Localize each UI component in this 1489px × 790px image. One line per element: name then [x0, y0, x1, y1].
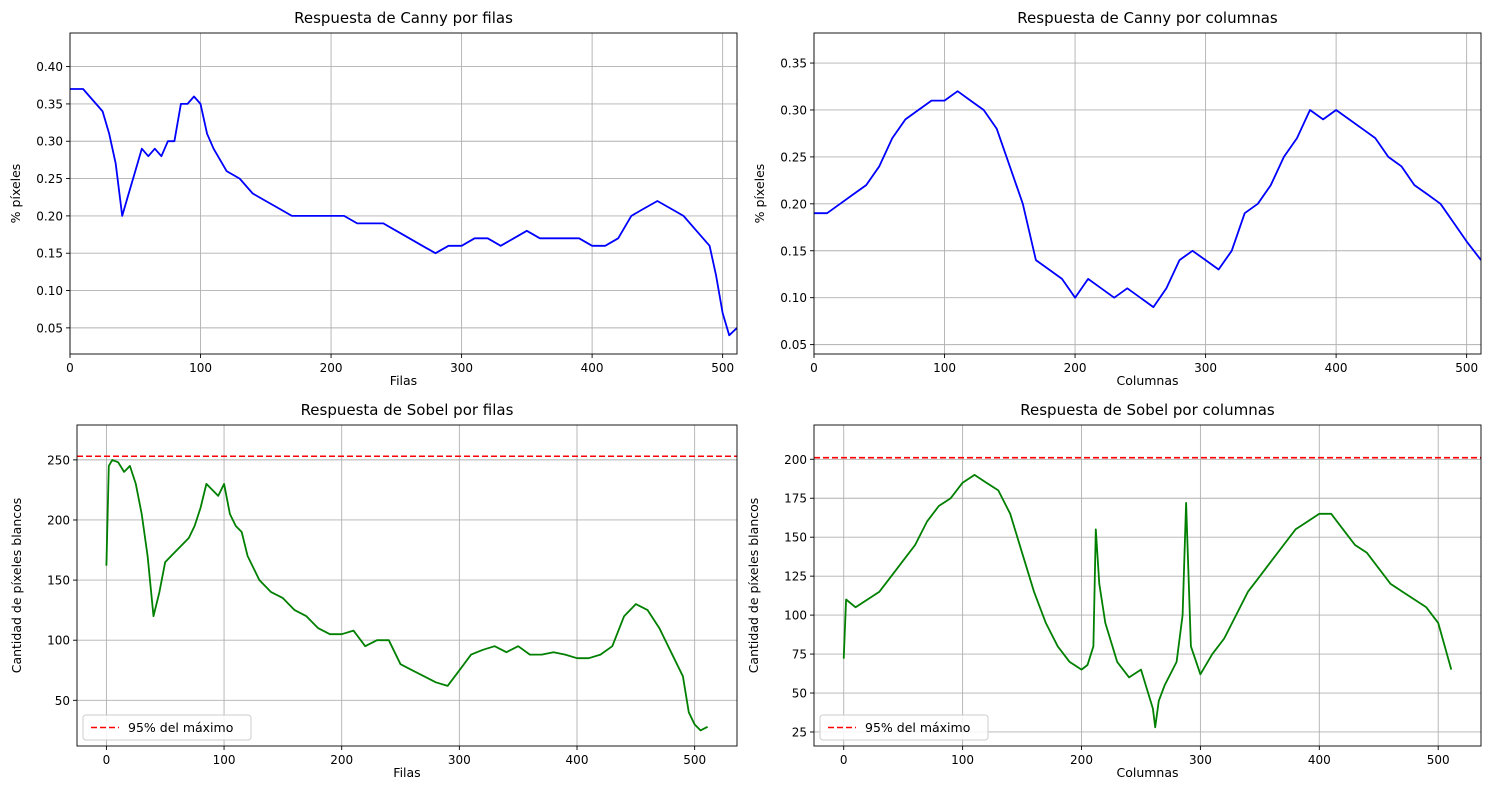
chart-panel-2: 0 100 200 300 400 500 50 100 150 200 250 Respuesta … [9, 401, 738, 780]
y-tick-label: 0.20 [780, 197, 807, 211]
y-tick-label: 125 [784, 570, 807, 584]
y-tick-label: 0.40 [36, 60, 63, 74]
chart-title: Respuesta de Canny por columnas [1017, 9, 1278, 27]
x-tick-label: 500 [1427, 753, 1450, 767]
y-tick-label: 200 [784, 453, 807, 467]
chart-title: Respuesta de Sobel por columnas [1020, 401, 1275, 419]
plot-frame [69, 32, 738, 355]
x-tick-label: 0 [66, 361, 74, 375]
x-tick-label: 300 [450, 361, 473, 375]
y-axis-label: % píxeles [8, 164, 23, 224]
y-axis-label: Cantidad de píxeles blancos [9, 498, 24, 674]
y-tick-label: 50 [792, 687, 807, 701]
x-tick-label: 400 [1325, 361, 1348, 375]
x-tick-label: 0 [103, 753, 111, 767]
series-line-0 [70, 88, 737, 337]
y-tick-label: 0.15 [780, 244, 807, 258]
plot-frame [813, 32, 1482, 355]
series-line-0 [105, 458, 709, 732]
y-tick-label: 0.30 [780, 103, 807, 117]
y-tick-label: 50 [55, 694, 70, 708]
y-tick-label: 0.30 [36, 135, 63, 149]
legend-label: 95% del máximo [865, 720, 970, 735]
x-tick-label: 100 [213, 753, 236, 767]
y-tick-label: 175 [784, 492, 807, 506]
chart-title: Respuesta de Canny por filas [294, 9, 513, 27]
x-tick-label: 100 [933, 361, 956, 375]
y-tick-label: 0.15 [36, 247, 63, 261]
y-tick-label: 25 [792, 725, 807, 739]
x-tick-label: 400 [581, 361, 604, 375]
x-tick-label: 0 [840, 753, 848, 767]
y-axis-label: % píxeles [752, 164, 767, 224]
y-tick-label: 0.10 [36, 284, 63, 298]
x-tick-label: 100 [189, 361, 212, 375]
legend-box [819, 714, 989, 741]
x-axis-label: Filas [390, 373, 417, 388]
series-line-0 [814, 90, 1481, 309]
x-tick-label: 100 [951, 753, 974, 767]
x-tick-label: 500 [1455, 361, 1478, 375]
legend-label: 95% del máximo [128, 720, 233, 735]
y-tick-label: 0.35 [780, 57, 807, 71]
plot-frame [76, 424, 738, 747]
x-tick-label: 300 [448, 753, 471, 767]
chart-panel-0: 0 100 200 300 400 500 0.05 0.10 0.15 0.20 0.25 0.30… [8, 9, 738, 388]
chart-title: Respuesta de Sobel por filas [301, 401, 514, 419]
x-tick-label: 400 [566, 753, 589, 767]
y-tick-label: 0.05 [780, 338, 807, 352]
y-tick-label: 200 [47, 513, 70, 527]
x-tick-label: 200 [1070, 753, 1093, 767]
y-tick-label: 0.25 [36, 172, 63, 186]
x-tick-label: 300 [1189, 753, 1212, 767]
y-tick-label: 150 [784, 531, 807, 545]
y-tick-label: 0.10 [780, 291, 807, 305]
y-axis-label: Cantidad de píxeles blancos [746, 498, 761, 674]
x-axis-label: Columnas [1116, 765, 1178, 780]
y-tick-label: 0.35 [36, 97, 63, 111]
series-line-0 [842, 473, 1453, 729]
x-axis-label: Columnas [1116, 373, 1178, 388]
x-tick-label: 0 [810, 361, 818, 375]
x-tick-label: 200 [320, 361, 343, 375]
y-tick-label: 250 [47, 453, 70, 467]
y-tick-label: 150 [47, 574, 70, 588]
x-tick-label: 200 [1064, 361, 1087, 375]
y-tick-label: 100 [784, 609, 807, 623]
plot-frame [813, 424, 1482, 747]
legend: 95% del máximo [819, 714, 989, 741]
x-axis-label: Filas [393, 765, 420, 780]
chart-panel-1: 0 100 200 300 400 500 0.05 0.10 0.15 0.20 0.25 0.30… [752, 9, 1482, 388]
x-tick-label: 200 [330, 753, 353, 767]
x-tick-label: 500 [683, 753, 706, 767]
x-tick-label: 400 [1308, 753, 1331, 767]
x-tick-label: 500 [711, 361, 734, 375]
y-tick-label: 75 [792, 648, 807, 662]
legend: 95% del máximo [82, 714, 252, 741]
y-tick-label: 0.25 [780, 150, 807, 164]
x-tick-label: 300 [1194, 361, 1217, 375]
y-tick-label: 0.05 [36, 321, 63, 335]
y-tick-label: 0.20 [36, 209, 63, 223]
legend-box [82, 714, 252, 741]
y-tick-label: 100 [47, 634, 70, 648]
chart-panel-3: 0 100 200 300 400 500 25 50 75 100 125 150 175 200 Res… [746, 401, 1482, 780]
